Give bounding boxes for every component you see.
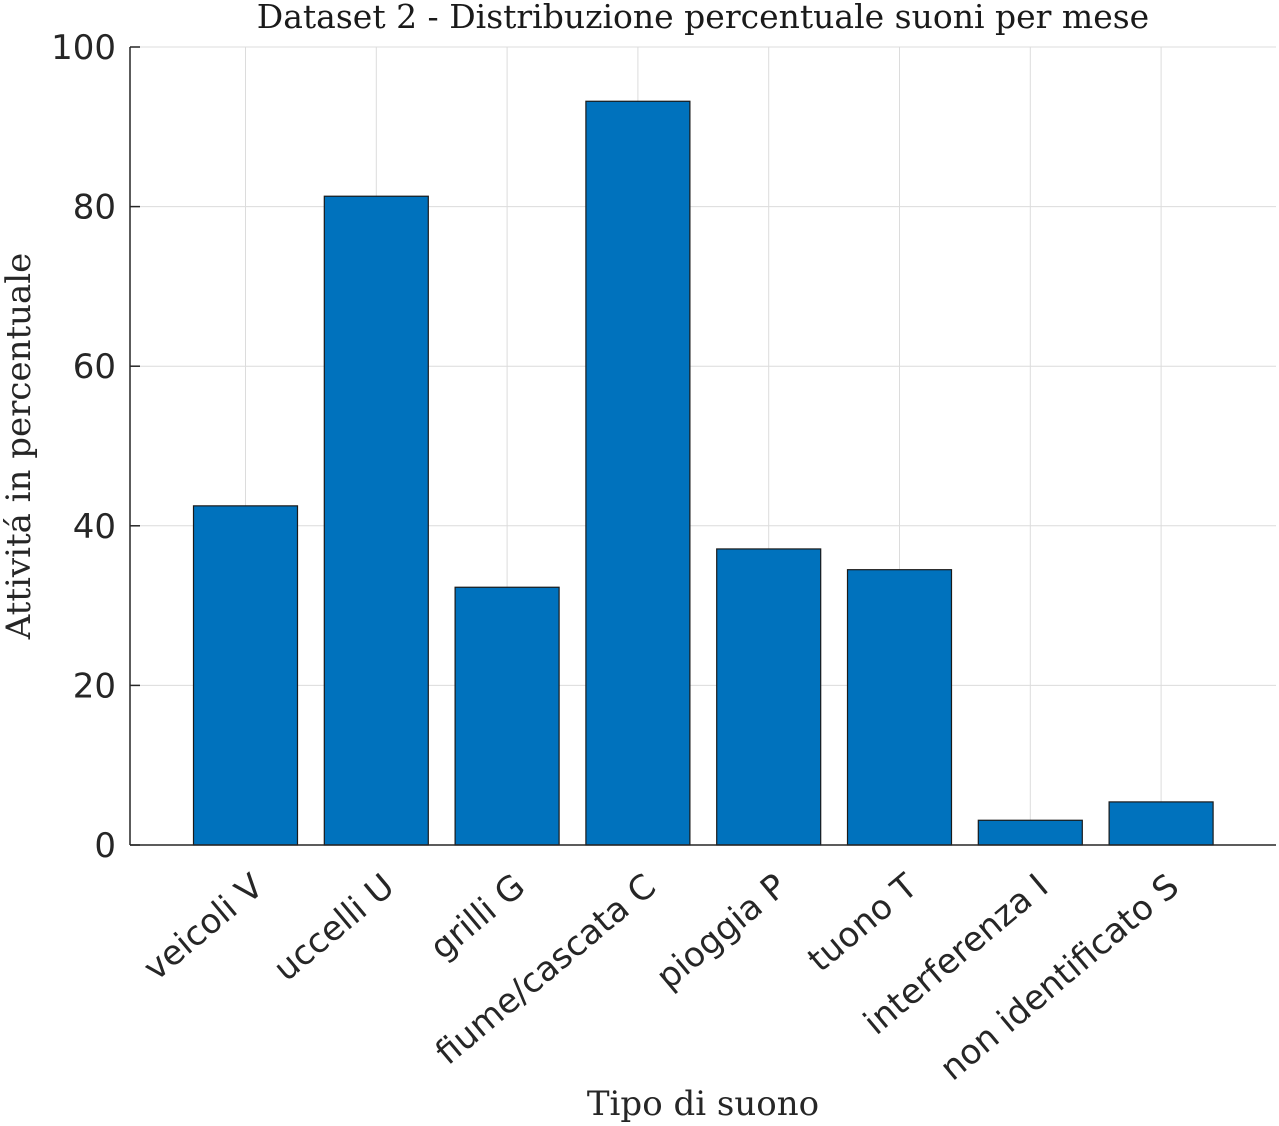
- x-tick-label: veicoli V: [136, 866, 271, 989]
- y-tick-label: 60: [73, 347, 116, 387]
- y-tick-label: 100: [51, 28, 116, 68]
- x-axis-label: Tipo di suono: [587, 1084, 819, 1124]
- x-tick-label: grilli G: [423, 866, 533, 968]
- bar: [1108, 801, 1214, 846]
- x-tick-label: fiume/cascata C: [428, 866, 664, 1073]
- x-tick-label: tuono T: [800, 866, 925, 980]
- bar: [585, 100, 691, 846]
- bar: [846, 569, 953, 846]
- axes: [129, 46, 1276, 846]
- chart-title: Dataset 2 - Distribuzione percentuale su…: [257, 0, 1149, 36]
- bar: [323, 195, 429, 846]
- bars: [192, 100, 1214, 846]
- y-tick-label: 40: [73, 507, 116, 547]
- bar: [977, 819, 1083, 846]
- y-tick-label: 20: [73, 666, 116, 706]
- y-axis-label: Attivitá in percentuale: [0, 253, 39, 641]
- x-tick-label: pioggia P: [649, 866, 795, 997]
- bar: [454, 586, 560, 846]
- x-tick-label: non identificato S: [933, 866, 1187, 1088]
- y-tick-label: 80: [73, 188, 116, 228]
- x-tick-label: uccelli U: [266, 866, 402, 989]
- y-tick-label: 0: [94, 826, 116, 866]
- bar: [716, 548, 822, 846]
- grid: [130, 46, 1276, 845]
- bar: [192, 505, 299, 846]
- y-tick-labels: 0 20 40 60 80 100: [51, 28, 116, 866]
